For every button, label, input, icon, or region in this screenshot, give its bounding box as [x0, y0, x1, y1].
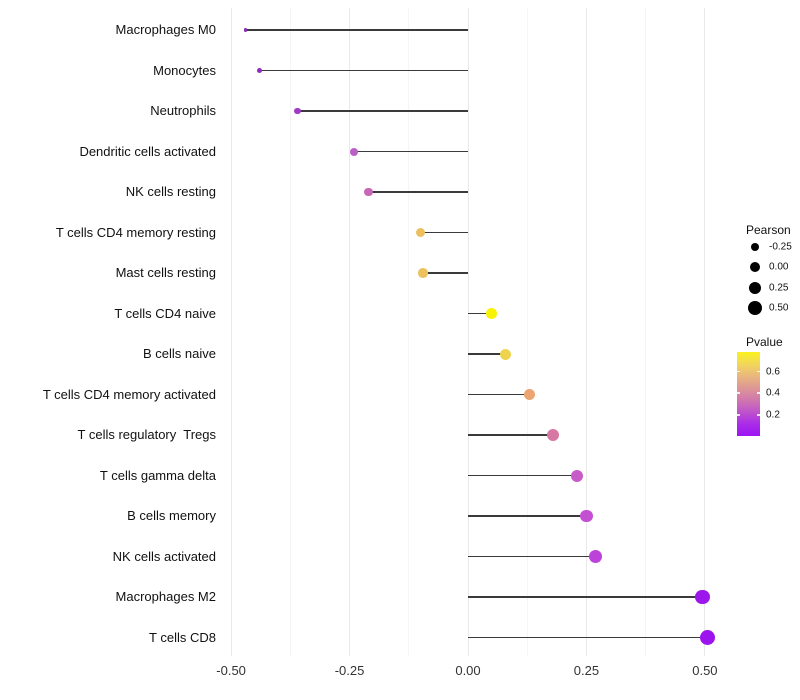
x-axis-tick-label: -0.25	[334, 663, 365, 678]
x-gridline-minor	[526, 8, 528, 656]
data-point	[589, 550, 603, 563]
category-label: Dendritic cells activated	[79, 143, 216, 159]
x-gridline-major	[704, 8, 706, 656]
x-gridline-major	[230, 8, 232, 656]
pvalue-tick-label: 0.2	[766, 409, 780, 421]
lollipop-stem	[468, 515, 587, 517]
category-label: NK cells activated	[112, 548, 216, 564]
category-label: Monocytes	[153, 62, 216, 78]
x-axis-tick-label: 0.25	[573, 663, 600, 678]
data-point	[523, 388, 536, 401]
x-gridline-major	[585, 8, 587, 656]
size-legend-dot	[748, 300, 762, 315]
category-label: Macrophages M2	[115, 589, 216, 604]
pvalue-tick-label: 0.4	[766, 387, 780, 399]
lollipop-stem	[420, 231, 468, 234]
size-legend-label: 0.50	[769, 302, 789, 314]
pvalue-bar-tick	[737, 392, 740, 394]
pvalue-bar-tick	[757, 414, 760, 416]
lollipop-stem	[468, 555, 596, 558]
pvalue-gradient-bar	[737, 352, 760, 436]
lollipop-stem	[468, 393, 530, 396]
size-legend-dot	[750, 262, 760, 273]
x-axis-tick-label: 0.00	[455, 663, 481, 678]
size-legend-label: 0.00	[769, 261, 789, 273]
category-label: Mast cells resting	[115, 265, 216, 280]
lollipop-stem	[468, 596, 703, 598]
data-point	[294, 107, 301, 115]
lollipop-stem	[468, 312, 492, 315]
data-point	[699, 630, 715, 645]
data-point	[547, 429, 560, 441]
x-axis-tick-label: 0.50	[692, 663, 718, 678]
x-axis-tick-label: -0.50	[216, 663, 246, 678]
category-label: T cells CD4 memory resting	[55, 224, 216, 240]
category-label: Macrophages M0	[115, 22, 216, 37]
pvalue-bar-tick	[737, 370, 740, 373]
data-point	[364, 187, 373, 197]
size-legend-label: 0.25	[769, 282, 789, 294]
category-label: NK cells resting	[125, 184, 216, 199]
x-gridline-minor	[289, 8, 291, 656]
x-gridline-minor	[408, 8, 410, 656]
x-gridline-minor	[645, 8, 647, 656]
category-label: T cells CD4 memory activated	[42, 386, 216, 402]
pvalue-bar-tick	[737, 414, 740, 416]
pvalue-bar-tick	[757, 392, 760, 394]
lollipop-stem	[245, 29, 468, 31]
data-point	[415, 227, 426, 238]
data-point	[243, 28, 248, 32]
category-label: T cells gamma delta	[99, 467, 216, 483]
pvalue-tick-label: 0.6	[766, 366, 780, 378]
lollipop-stem	[468, 474, 577, 477]
x-gridline-major	[467, 8, 469, 656]
x-gridline-major	[349, 8, 351, 656]
size-legend-label: -0.25	[769, 241, 792, 253]
category-label: T cells CD4 naive	[114, 305, 216, 321]
category-label: B cells naive	[143, 346, 216, 361]
lollipop-stem	[468, 353, 506, 355]
lollipop-stem	[259, 69, 468, 72]
data-point	[500, 348, 512, 360]
data-point	[418, 268, 428, 278]
category-label: B cells memory	[127, 508, 216, 523]
data-point	[695, 589, 710, 605]
data-point	[257, 68, 263, 73]
category-label: T cells CD8	[149, 629, 216, 645]
lollipop-stem	[468, 434, 554, 436]
size-legend-title: Pearson	[746, 223, 791, 237]
lollipop-stem	[354, 150, 468, 153]
size-legend-dot	[749, 281, 761, 294]
data-point	[580, 509, 593, 523]
size-legend-dot	[751, 243, 759, 251]
lollipop-stem	[468, 636, 708, 639]
lollipop-stem	[368, 191, 468, 193]
data-point	[350, 147, 359, 156]
lollipop-stem	[297, 110, 468, 112]
lollipop-stem	[422, 272, 468, 274]
category-label: T cells regulatory Tregs	[77, 427, 216, 442]
color-legend-title: Pvalue	[746, 335, 783, 349]
data-point	[486, 308, 497, 319]
category-label: Neutrophils	[150, 103, 216, 118]
data-point	[570, 469, 583, 482]
pvalue-bar-tick	[757, 370, 760, 373]
